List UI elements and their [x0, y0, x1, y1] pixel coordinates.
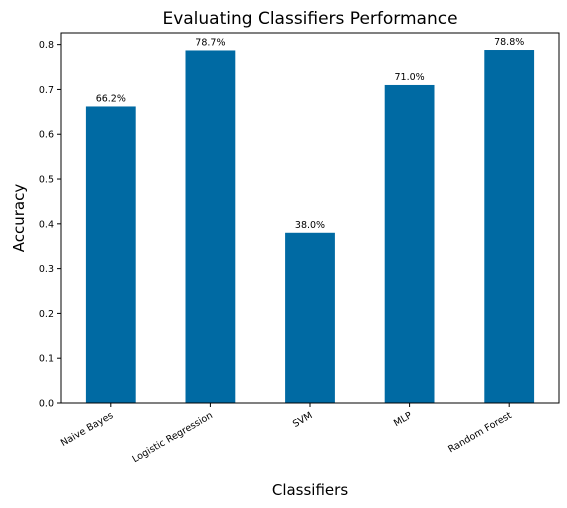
data-label-3: 71.0%: [395, 72, 425, 83]
y-tick-label-1: 0.1: [39, 354, 54, 365]
x-tick-label-2: SVM: [291, 410, 314, 430]
y-tick-label-0: 0.0: [39, 399, 54, 410]
y-tick-label-5: 0.5: [39, 175, 54, 186]
x-tick-label-1: Logistic Regression: [130, 410, 214, 465]
y-tick-label-4: 0.4: [39, 219, 54, 230]
bar-4: [484, 50, 535, 404]
data-label-1: 78.7%: [195, 37, 225, 48]
y-tick-label-6: 0.6: [39, 130, 54, 141]
bar-0: [85, 106, 136, 404]
x-tick-label-4: Random Forest: [446, 410, 514, 455]
plot-area: 66.2% 78.7% 38.0% 71.0% 78.8% 0.0 0.1 0.2 0.3 0.4…: [39, 32, 560, 465]
data-label-2: 38.0%: [295, 220, 325, 231]
y-tick-label-8: 0.8: [39, 40, 54, 51]
axes-frame: [60, 32, 560, 404]
y-tick-label-2: 0.2: [39, 309, 54, 320]
y-axis-title: Accuracy: [10, 184, 28, 253]
y-tick-label-3: 0.3: [39, 264, 54, 275]
data-label-4: 78.8%: [494, 37, 524, 48]
chart-title: Evaluating Classifiers Performance: [162, 9, 457, 29]
data-label-0: 66.2%: [96, 93, 126, 104]
bar-1: [185, 50, 236, 404]
x-tick-label-0: Naive Bayes: [59, 410, 115, 449]
y-tick-label-7: 0.7: [39, 85, 54, 96]
x-axis-title: Classifiers: [272, 481, 348, 499]
bar-3: [384, 84, 435, 404]
x-tick-label-3: MLP: [392, 410, 414, 429]
bar-2: [285, 232, 335, 403]
